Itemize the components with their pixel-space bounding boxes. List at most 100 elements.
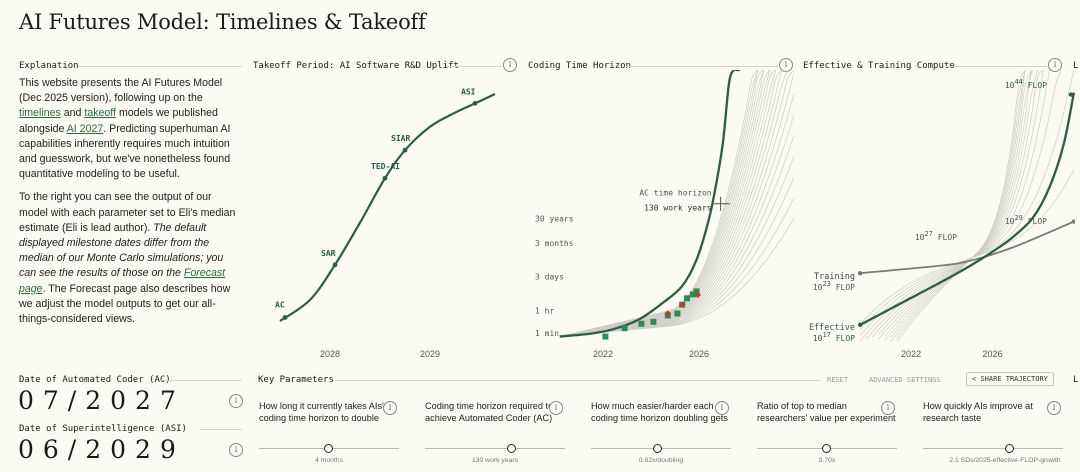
advanced-settings-button[interactable]: ADVANCED SETTINGS xyxy=(869,376,941,384)
compute-x-tick-2022: 2022 xyxy=(901,349,921,359)
horizon-x-tick-2026: 2026 xyxy=(689,349,709,359)
compute-sample-trajectories xyxy=(859,70,1075,342)
effective-start-flop: 1017 FLOP xyxy=(813,331,855,343)
training-start-flop: 1023 FLOP xyxy=(813,280,855,292)
param-doubling-difficulty-label: How much easier/harder each coding time … xyxy=(591,401,728,424)
param-taste-improvement-label: How quickly AIs improve at research tast… xyxy=(923,401,1033,424)
share-icon: < xyxy=(972,375,981,383)
horizon-panel-rule xyxy=(626,66,778,67)
effective-start-dot xyxy=(857,322,863,327)
training-end-flop-base: 10 xyxy=(1005,217,1015,226)
takeoff-milestone-label-ted-ai: TED-AI xyxy=(371,162,400,171)
param-ac-horizon-slider-knob[interactable] xyxy=(506,444,516,453)
compute-sample-line xyxy=(890,70,1026,338)
takeoff-milestone-dot-asi xyxy=(472,100,478,106)
compute-sample-line xyxy=(884,70,1032,342)
param-doubling-time-info-icon[interactable]: i xyxy=(383,401,397,415)
param-taste-improvement-slider-knob[interactable] xyxy=(1004,444,1014,453)
reset-button[interactable]: RESET xyxy=(827,376,849,384)
param-ac-horizon-slider-track[interactable] xyxy=(425,448,565,449)
compute-x-tick-2026: 2026 xyxy=(982,349,1002,359)
compute-sample-line xyxy=(896,70,1026,338)
explanation-text: This website presents the AI Futures Mod… xyxy=(19,76,241,335)
compute-sample-line xyxy=(872,70,1044,338)
effective-start-flop-unit: FLOP xyxy=(831,334,855,343)
asi-date-info-icon[interactable]: i xyxy=(229,443,243,457)
horizon-observations xyxy=(602,288,701,340)
param-taste-improvement-value: 2.1 SDs/2025-effective-FLOP-growth xyxy=(949,457,1061,464)
horizon-chart: 1 min 1 hr 3 days 3 months 30 years AC time … xyxy=(535,70,795,359)
effective-end-flop-exp: 44 xyxy=(1014,78,1022,86)
training-start-flop-exp: 23 xyxy=(822,280,830,288)
compute-markers xyxy=(857,92,1075,327)
takeoff-milestone-dot-sar xyxy=(332,262,338,268)
takeoff-x-tick-2029: 2029 xyxy=(420,349,440,359)
effective-series-label: Effective xyxy=(809,323,855,333)
compute-sample-line xyxy=(878,70,1038,340)
param-taste-improvement-info-icon[interactable]: i xyxy=(1047,401,1061,415)
horizon-sample-trajectories xyxy=(559,70,795,337)
takeoff-series-line xyxy=(279,93,496,322)
horizon-y-tick: 3 months xyxy=(535,239,574,248)
horizon-info-icon[interactable]: i xyxy=(779,58,793,72)
share-trajectory-button[interactable]: < SHARE TRAJECTORY xyxy=(966,372,1054,386)
ac-date-info-icon[interactable]: i xyxy=(229,394,243,408)
key-params-heading: Key Parameters xyxy=(258,375,334,385)
compute-info-icon[interactable]: i xyxy=(1048,58,1062,72)
param-taste-improvement-slider-track[interactable] xyxy=(923,448,1063,449)
effective-start-flop-exp: 17 xyxy=(822,331,830,339)
asi-date-label: Date of Superintelligence (ASI) xyxy=(19,424,187,434)
p1-text-4: . Predicting superhuman AI capabilities … xyxy=(19,122,231,181)
takeoff-link[interactable]: takeoff xyxy=(84,107,116,120)
param-researcher-ratio-value: 3.70x xyxy=(818,457,836,464)
ai-2027-link[interactable]: AI 2027 xyxy=(66,122,104,135)
compute-panel-heading: Effective & Training Compute xyxy=(803,61,955,71)
crossing-flop: 1027 FLOP xyxy=(915,230,957,242)
p1-text-2: and xyxy=(60,107,85,120)
param-ac-horizon-label: Coding time horizon required to achieve … xyxy=(425,401,554,424)
takeoff-milestone-label-siar: SIAR xyxy=(391,134,410,143)
param-researcher-ratio-slider-knob[interactable] xyxy=(822,444,831,453)
timelines-link[interactable]: timelines xyxy=(19,107,61,120)
horizon-observation-point xyxy=(621,325,628,332)
horizon-observation-point xyxy=(602,333,609,340)
horizon-ac-annotation: AC time horizon 130 work years xyxy=(639,189,730,213)
compute-sample-line xyxy=(890,70,1026,342)
compute-sample-line xyxy=(878,70,1038,335)
ac-date-rule xyxy=(160,380,242,381)
explanation-rule xyxy=(78,66,242,67)
horizon-ac-annotation-line2: 130 work years xyxy=(644,204,712,213)
p2-text-1: To the right you can see the output of o… xyxy=(19,191,236,234)
asi-date-rule xyxy=(200,429,242,430)
takeoff-milestone-label-asi: ASI xyxy=(461,87,476,96)
compute-sample-line xyxy=(859,70,1075,331)
horizon-observation-point xyxy=(690,291,696,298)
takeoff-milestone-label-sar: SAR xyxy=(321,249,336,258)
param-researcher-ratio-info-icon[interactable]: i xyxy=(881,401,895,415)
param-ac-horizon-value: 130 work years xyxy=(471,457,519,464)
p1-text-3: models we published alongside xyxy=(19,107,218,135)
effective-end-flop: 1044 FLOP xyxy=(1005,78,1047,90)
training-end-dot xyxy=(1071,219,1075,224)
explanation-heading: Explanation xyxy=(19,61,79,71)
horizon-observation-point xyxy=(693,288,700,295)
param-ac-horizon-info-icon[interactable]: i xyxy=(549,401,563,415)
effective-end-flop-base: 10 xyxy=(1005,81,1015,90)
param-doubling-difficulty-slider-knob[interactable] xyxy=(653,444,663,453)
takeoff-info-icon[interactable]: i xyxy=(503,58,517,72)
horizon-y-tick: 30 years xyxy=(535,214,574,223)
training-end-flop-exp: 29 xyxy=(1014,214,1022,222)
compute-x-axis: 2022 2026 xyxy=(901,349,1002,359)
training-end-flop: 1029 FLOP xyxy=(1005,214,1047,226)
forecast-page-link[interactable]: Forecast page xyxy=(19,267,226,295)
p2-italic-text: The default displayed milestone dates di… xyxy=(19,221,224,280)
param-doubling-time-slider-knob[interactable] xyxy=(324,444,333,453)
param-doubling-difficulty-info-icon[interactable]: i xyxy=(715,401,729,415)
takeoff-x-tick-2028: 2028 xyxy=(320,349,340,359)
explanation-paragraph-2: To the right you can see the output of o… xyxy=(19,190,241,327)
horizon-central-line xyxy=(559,70,740,338)
share-trajectory-label: SHARE TRAJECTORY xyxy=(980,375,1048,383)
horizon-y-axis: 1 min 1 hr 3 days 3 months 30 years xyxy=(535,214,574,338)
horizon-y-tick: 1 hr xyxy=(535,307,554,316)
